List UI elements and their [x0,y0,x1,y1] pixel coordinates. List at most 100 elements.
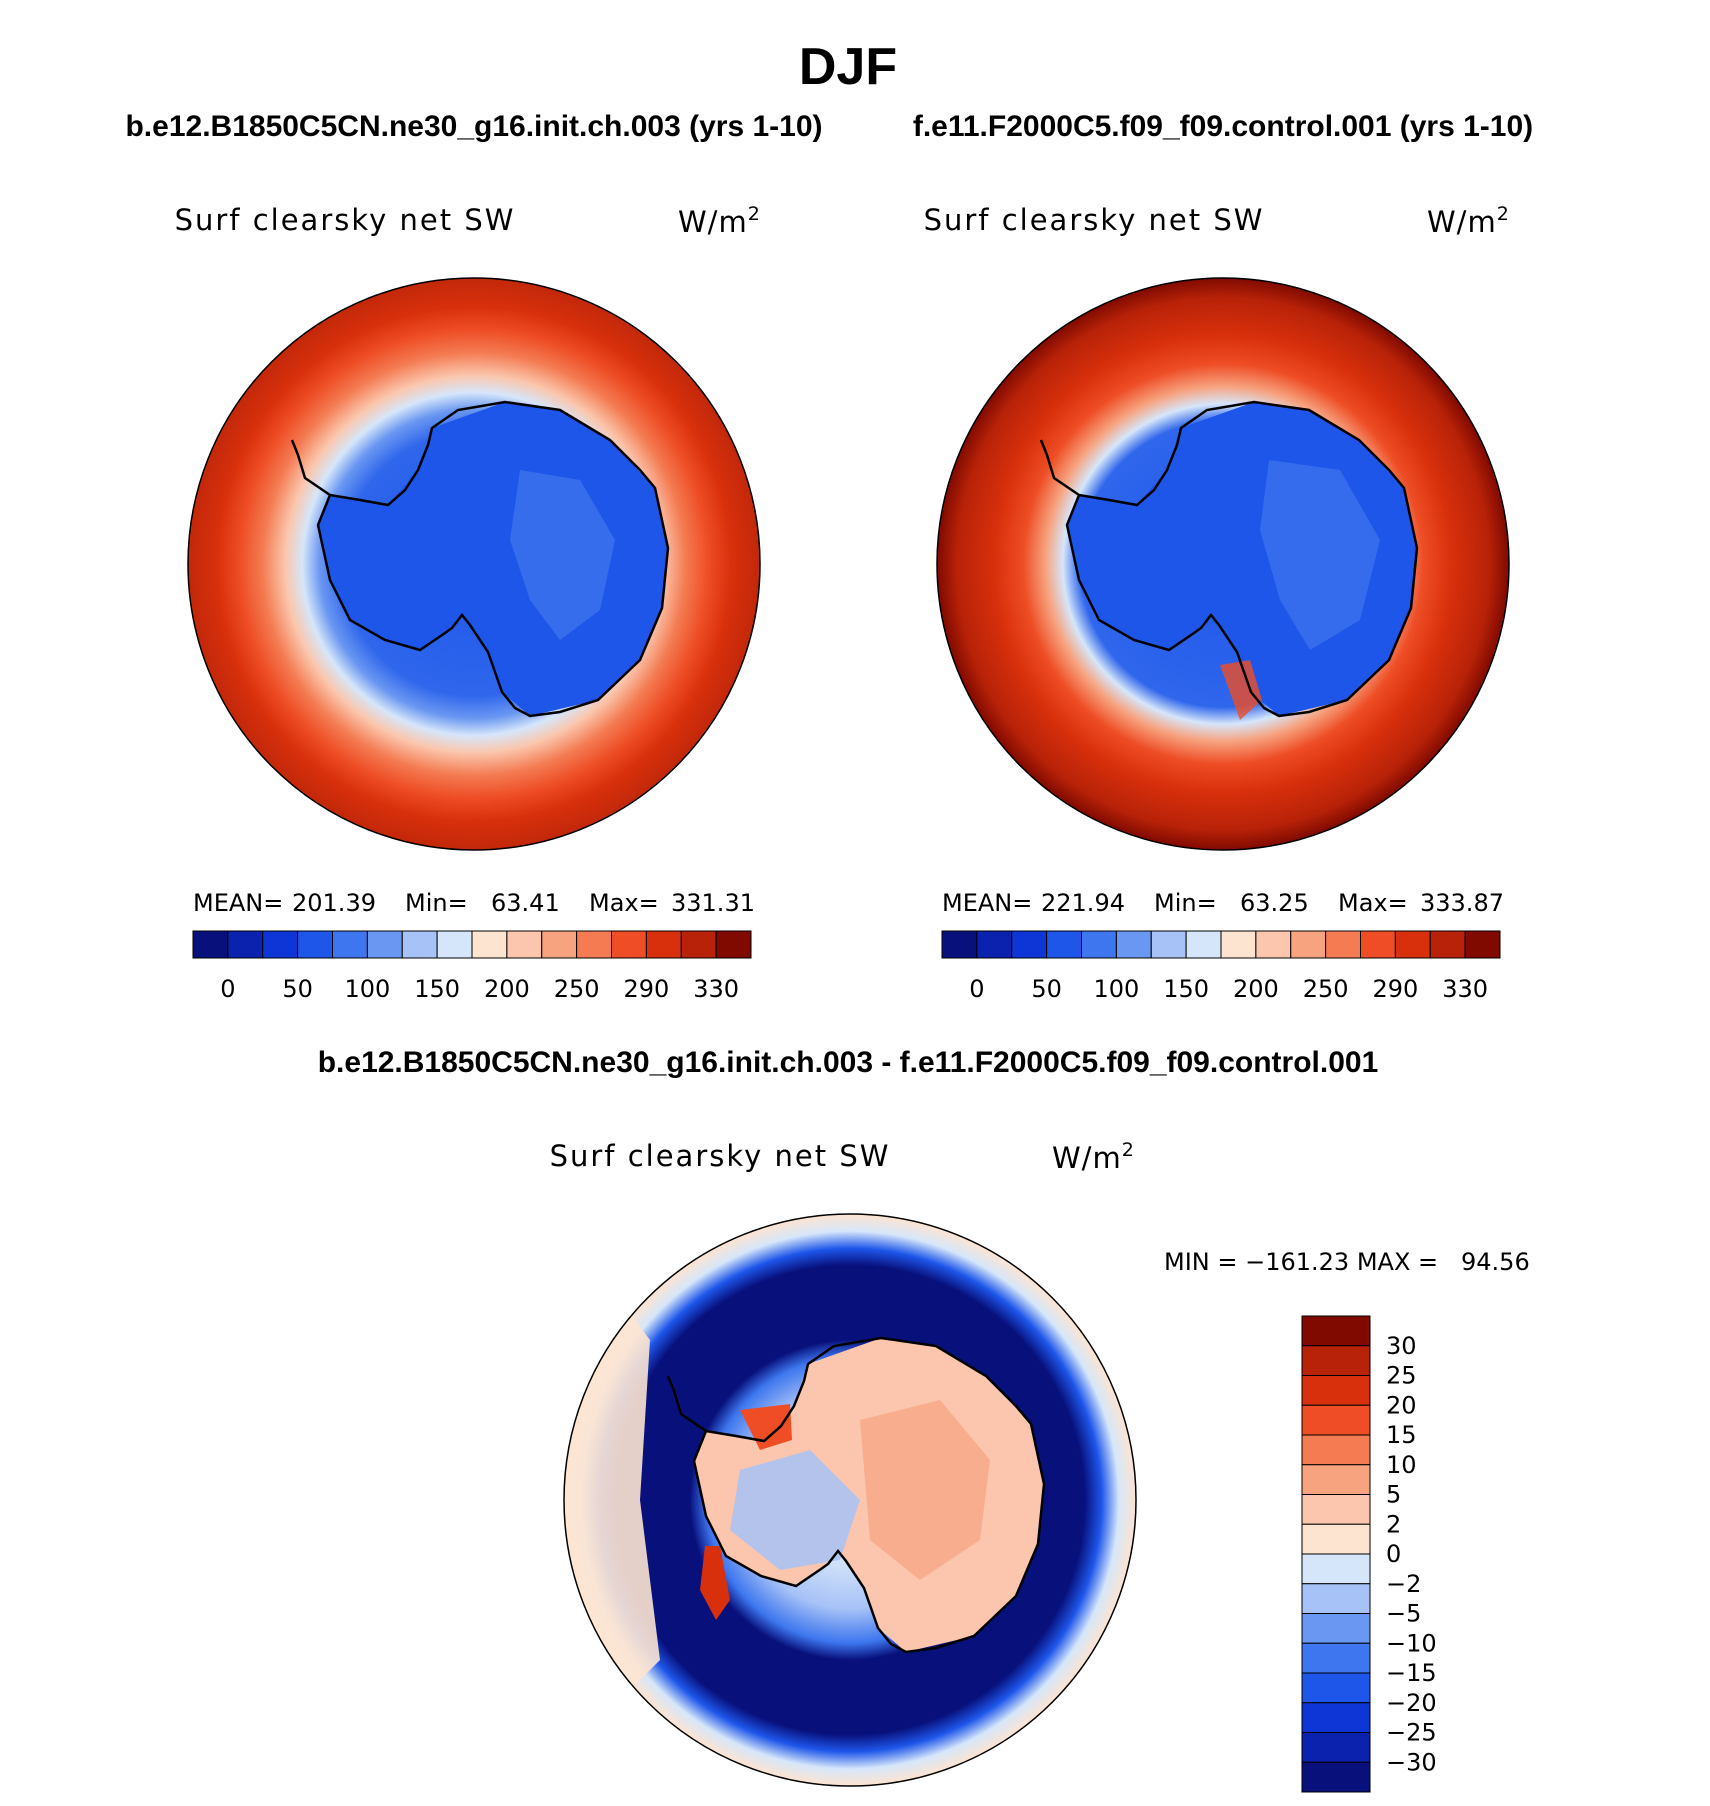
panel-3-colorbar-swatch [1301,1464,1371,1495]
panel-2-mean-label: MEAN= [942,889,1032,917]
panel-2-colorbar-swatch [1325,930,1361,959]
panel-3-map [563,1213,1137,1787]
panel-3-colorbar-swatch [1301,1523,1371,1555]
panel-3-colorbar-tick-label: −15 [1386,1659,1437,1687]
panel-3-case-label: b.e12.B1850C5CN.ne30_g16.init.ch.003 - f… [318,1046,1379,1079]
panel-1-colorbar-swatch [645,930,682,959]
panel-1-case-label: b.e12.B1850C5CN.ne30_g16.init.ch.003 (yr… [125,110,822,143]
panel-1-colorbar-tick-label: 250 [554,975,600,1003]
panel-3-units-exp: 2 [1122,1139,1135,1161]
panel-1-colorbar-swatch [715,930,752,959]
panel-3-colorbar-swatch [1301,1642,1371,1674]
panel-3-colorbar-swatch [1301,1494,1371,1525]
panel-1-units-base: W/m [678,205,748,239]
panel-2-units-exp: 2 [1497,203,1510,225]
panel-3-units-base: W/m [1052,1141,1122,1175]
panel-2-units-base: W/m [1427,205,1497,239]
panel-2-colorbar: 0 50 100 150 200 250 290 330 [941,930,1501,1003]
panel-3-colorbar-swatch [1301,1583,1371,1614]
panel-2-colorbar-swatch [1046,930,1082,959]
panel-2-units: W/m2 [1427,203,1510,239]
panel-1-mean-value: 201.39 [292,889,376,917]
panel-2-stats: MEAN= 221.94 Min= 63.25 Max= 333.87 [942,889,1504,917]
panel-2-colorbar-swatch [1150,930,1187,959]
panel-2-mean-value: 221.94 [1041,889,1125,917]
panel-3-colorbar-tick-label: −2 [1386,1570,1421,1598]
panel-2-max-value: 333.87 [1420,889,1504,917]
panel-2-colorbar-swatch [976,930,1013,959]
panel-3-colorbar-tick-label: −30 [1386,1748,1437,1776]
panel-2-colorbar-swatch [1290,930,1327,959]
panel-1-min-label: Min= [405,889,468,917]
panel-2-colorbar-swatch [1429,930,1466,959]
panel-1-map [187,277,761,851]
panel-3-coastline [666,1336,1046,1654]
panel-1-max-label: Max= [589,889,659,917]
panel-1-colorbar: 0 50 100 150 200 250 290 330 [192,930,752,1003]
panel-2-colorbar-tick-label: 250 [1303,975,1349,1003]
panel-2-colorbar-swatch [1464,930,1501,959]
panel-1-colorbar-tick-label: 0 [220,975,235,1003]
panel-1-colorbar-tick-label: 290 [623,975,669,1003]
page-title: DJF [799,38,897,96]
panel-2-variable: Surf clearsky net SW [924,203,1265,237]
panel-1-mean-label: MEAN= [193,889,283,917]
panel-3-colorbar-tick-label: −5 [1386,1600,1421,1628]
panel-2-coastline [1039,400,1419,718]
panel-3-colorbar-tick-label: −20 [1386,1689,1437,1717]
panel-3-red-feature-west [700,1546,730,1620]
panel-3-colorbar-tick-label: 30 [1386,1332,1417,1360]
panel-1-colorbar-swatch [436,930,473,959]
panel-3-colorbar-tick-label: 15 [1386,1421,1417,1449]
panel-1-colorbar-swatch [192,930,229,959]
panel-1-map-border [187,277,761,851]
panel-2-colorbar-tick-label: 100 [1093,975,1139,1003]
panel-1-colorbar-swatch [262,930,299,959]
panel-3-colorbar-tick-label: 25 [1386,1362,1417,1390]
panel-3-colorbar-tick-label: 0 [1386,1540,1401,1568]
panel-3-units: W/m2 [1052,1139,1135,1175]
panel-3-red-feature-peninsula [740,1404,792,1450]
panel-1-colorbar-tick-label: 200 [484,975,530,1003]
panel-2-colorbar-swatch [1185,930,1222,959]
panel-1-units: W/m2 [678,203,761,239]
panel-1-colorbar-swatch [506,930,543,959]
panel-2-max-label: Max= [1338,889,1408,917]
panel-3-colorbar-swatch [1301,1434,1371,1466]
panel-2-colorbar-swatch [1394,930,1431,959]
panel-2-colorbar-swatch [1220,930,1257,959]
panel-3-variable: Surf clearsky net SW [550,1139,891,1173]
panel-3-colorbar-tick-label: −25 [1386,1719,1437,1747]
panel-3-colorbar-swatch [1301,1345,1371,1376]
panel-1-min-value: 63.41 [491,889,560,917]
panel-2-map [936,277,1510,851]
panel-1-stats: MEAN= 201.39 Min= 63.41 Max= 331.31 [193,889,755,917]
panel-1-continent-inner [510,470,615,640]
panel-3-colorbar-swatch [1301,1404,1371,1436]
panel-3-continent-blue-patch [730,1450,860,1570]
panel-1-colorbar-swatch [401,930,438,959]
panel-2: f.e11.F2000C5.f09_f09.control.001 (yrs 1… [913,110,1533,1003]
panel-1-colorbar-tick-label: 330 [693,975,739,1003]
panel-3-colorbar-tick-label: 2 [1386,1510,1401,1538]
panel-2-colorbar-swatch [1011,930,1048,959]
panel-2-colorbar-tick-label: 200 [1233,975,1279,1003]
panel-2-colorbar-swatch [1115,930,1152,959]
panel-2-colorbar-swatch [1255,930,1292,959]
panel-1-colorbar-swatch [471,930,508,959]
panel-2-colorbar-tick-label: 0 [969,975,984,1003]
panel-2-min-label: Min= [1154,889,1217,917]
panel-3-colorbar-swatch [1301,1702,1371,1733]
panel-2-colorbar-tick-label: 290 [1372,975,1418,1003]
panel-2-case-label: f.e11.F2000C5.f09_f09.control.001 (yrs 1… [913,110,1533,143]
panel-3-colorbar-swatch [1301,1375,1371,1406]
panel-1-colorbar-tick-label: 150 [414,975,460,1003]
panel-1-coastline [290,400,670,718]
panel-3-colorbar-tick-label: −10 [1386,1629,1437,1657]
panel-2-colorbar-swatch [1081,930,1117,959]
panel-1-max-value: 331.31 [671,889,755,917]
panel-1-colorbar-swatch [576,930,612,959]
panel-3-colorbar-tick-label: 20 [1386,1391,1417,1419]
